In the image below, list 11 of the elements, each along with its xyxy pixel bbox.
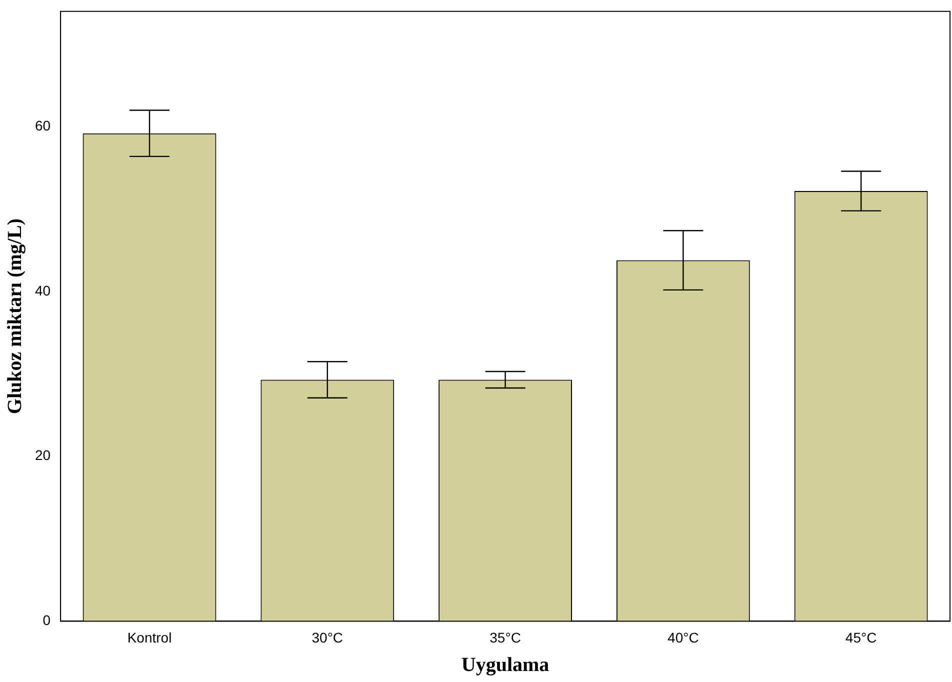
x-axis-title: Uygulama bbox=[461, 654, 550, 676]
y-tick-label: 0 bbox=[42, 612, 51, 628]
y-tick-label: 60 bbox=[34, 118, 51, 134]
x-tick-label: Kontrol bbox=[127, 629, 172, 646]
x-tick-label: 30°C bbox=[312, 629, 344, 646]
y-tick-label: 40 bbox=[34, 282, 51, 298]
y-axis-title: Glukoz miktarı (mg/L) bbox=[4, 218, 26, 414]
y-tick-label: 20 bbox=[34, 447, 51, 464]
x-tick-label: 35°C bbox=[490, 629, 521, 646]
x-tick-label: 40°C bbox=[668, 629, 699, 646]
x-tick-label: 45°C bbox=[845, 629, 877, 646]
